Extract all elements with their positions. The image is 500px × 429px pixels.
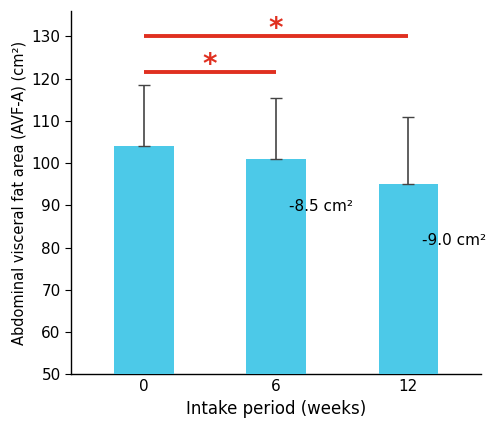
Text: *: * — [202, 51, 217, 79]
Y-axis label: Abdominal visceral fat area (AVF-A) (cm²): Abdominal visceral fat area (AVF-A) (cm²… — [11, 41, 26, 345]
X-axis label: Intake period (weeks): Intake period (weeks) — [186, 400, 366, 418]
Bar — [246, 159, 306, 429]
Text: *: * — [269, 15, 283, 43]
Text: -9.0 cm²: -9.0 cm² — [422, 233, 486, 248]
Bar — [378, 184, 438, 429]
Text: -8.5 cm²: -8.5 cm² — [290, 199, 354, 214]
Bar — [114, 146, 174, 429]
